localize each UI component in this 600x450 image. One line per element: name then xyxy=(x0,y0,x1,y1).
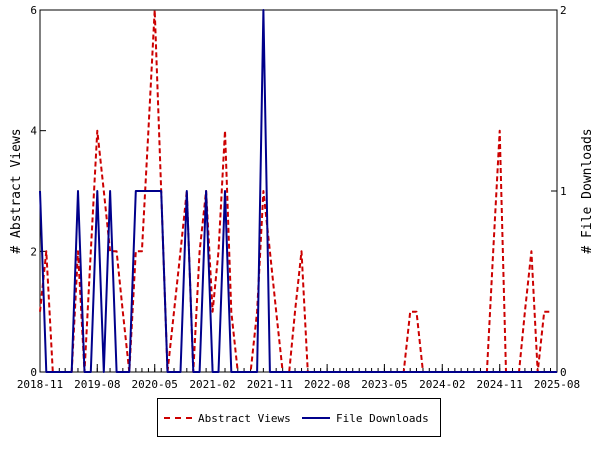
y-right-axis-title: # File Downloads xyxy=(580,128,595,253)
legend-swatch-file-downloads xyxy=(302,417,330,419)
x-tick-label: 2024-02 xyxy=(419,378,465,391)
legend-label-file-downloads: File Downloads xyxy=(336,411,429,425)
y-left-tick-label: 0 xyxy=(30,366,37,379)
legend-item-abstract-views: Abstract Views xyxy=(164,411,291,425)
x-tick-label: 2019-08 xyxy=(74,378,120,391)
x-tick-label: 2022-08 xyxy=(304,378,350,391)
y-right-tick-label: 0 xyxy=(560,366,567,379)
y-left-tick-label: 2 xyxy=(30,245,37,258)
y-left-tick-label: 6 xyxy=(30,4,37,17)
legend-swatch-abstract-views xyxy=(164,417,192,419)
legend: Abstract Views File Downloads xyxy=(157,398,441,437)
x-tick-label: 2023-05 xyxy=(361,378,407,391)
x-tick-label: 2021-02 xyxy=(189,378,235,391)
series-line-file-downloads xyxy=(39,9,557,373)
y-left-axis-title: # Abstract Views xyxy=(9,128,24,253)
tick-labels: 2018-11 2019-08 2020-05 2021-02 2021-11 2022-… xyxy=(17,4,580,391)
plot-area xyxy=(39,9,558,373)
x-tick-label: 2020-05 xyxy=(132,378,178,391)
y-right-tick-label: 1 xyxy=(560,185,567,198)
x-tick-label: 2024-11 xyxy=(477,378,523,391)
series-line-abstract-views xyxy=(39,9,551,373)
series-lines xyxy=(39,9,557,373)
y-right-tick-label: 2 xyxy=(560,4,567,17)
legend-item-file-downloads: File Downloads xyxy=(302,411,429,425)
x-tick-label: 2018-11 xyxy=(17,378,63,391)
x-tick-label: 2025-08 xyxy=(534,378,580,391)
y-left-tick-label: 4 xyxy=(30,125,37,138)
legend-label-abstract-views: Abstract Views xyxy=(198,411,291,425)
x-tick-label: 2021-11 xyxy=(247,378,293,391)
